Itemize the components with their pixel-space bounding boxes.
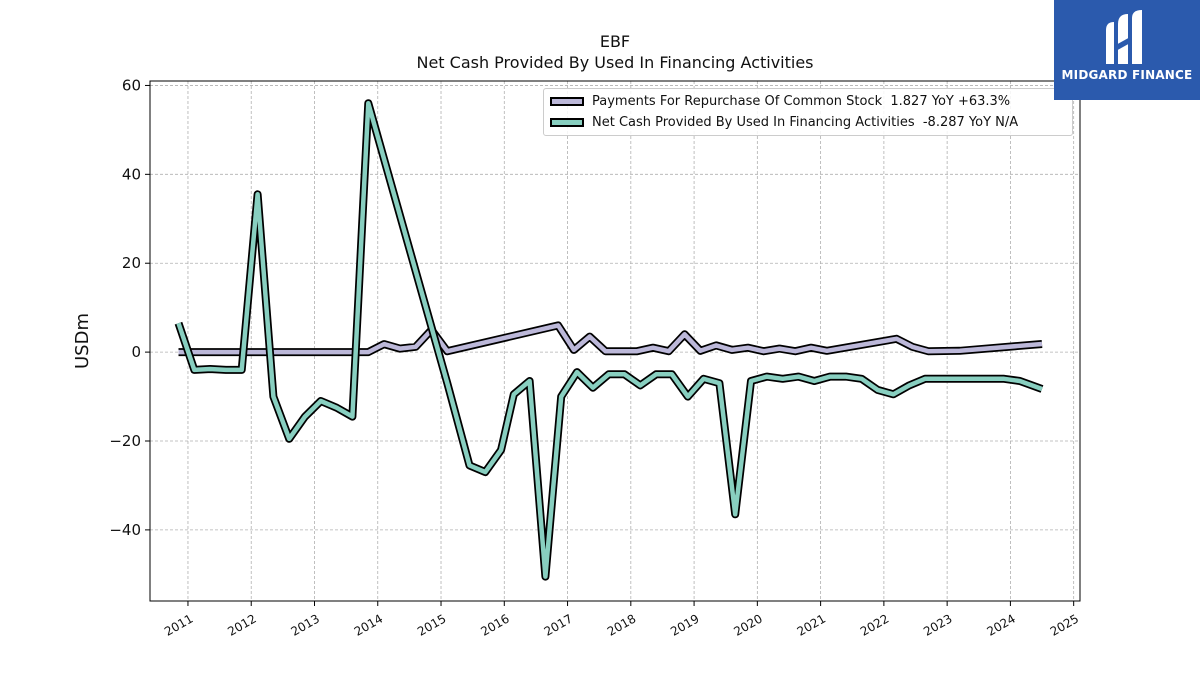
series-line-1 [176, 100, 1043, 579]
chart-title: EBF [599, 32, 631, 51]
x-tick-label: 2024 [984, 611, 1017, 638]
y-tick-label: 0 [131, 343, 141, 361]
x-tick-label: 2016 [478, 611, 511, 638]
axes: −40 −20 0 20 40 60 2011 2012 2013 2014 2015 2016 201… [72, 76, 1081, 638]
x-tick-label: 2023 [921, 611, 954, 638]
y-tick-label: 60 [122, 76, 141, 94]
x-tick-label: 2019 [668, 611, 701, 638]
legend-entry-financing: Net Cash Provided By Used In Financing A… [550, 113, 1018, 131]
series-lines [174, 99, 1044, 581]
y-tick-label: −20 [109, 432, 141, 450]
logo-text: MIDGARD FINANCE [1061, 68, 1193, 82]
legend: Payments For Repurchase Of Common Stock … [543, 88, 1073, 136]
y-axis-label: USDm [72, 313, 93, 369]
legend-entry-repurchase: Payments For Repurchase Of Common Stock … [550, 92, 1010, 110]
x-tick-label: 2020 [731, 611, 764, 638]
x-tick-label: 2011 [162, 611, 195, 638]
x-tick-label: 2013 [289, 611, 322, 638]
x-tick-label: 2022 [858, 611, 891, 638]
x-tick-label: 2012 [225, 611, 258, 638]
grid [150, 81, 1080, 601]
legend-swatch-repurchase [550, 96, 584, 106]
brand-logo: MIDGARD FINANCE [1054, 0, 1200, 100]
x-tick-label: 2017 [542, 611, 575, 638]
legend-swatch-financing [550, 117, 584, 127]
chart-subtitle: Net Cash Provided By Used In Financing A… [416, 53, 814, 72]
x-tick-label: 2025 [1048, 611, 1081, 638]
y-tick-label: 40 [122, 165, 141, 183]
x-tick-label: 2014 [352, 611, 385, 638]
x-tick-label: 2021 [795, 611, 828, 638]
midgard-logo-icon [1106, 10, 1142, 64]
y-tick-label: 20 [122, 254, 141, 272]
plot-frame [149, 80, 1081, 602]
y-tick-label: −40 [109, 521, 141, 539]
legend-label-financing: Net Cash Provided By Used In Financing A… [592, 114, 1019, 130]
x-tick-label: 2018 [605, 611, 638, 638]
legend-label-repurchase: Payments For Repurchase Of Common Stock … [592, 93, 1011, 109]
series-line-0 [178, 323, 1043, 355]
x-tick-label: 2015 [415, 611, 448, 638]
